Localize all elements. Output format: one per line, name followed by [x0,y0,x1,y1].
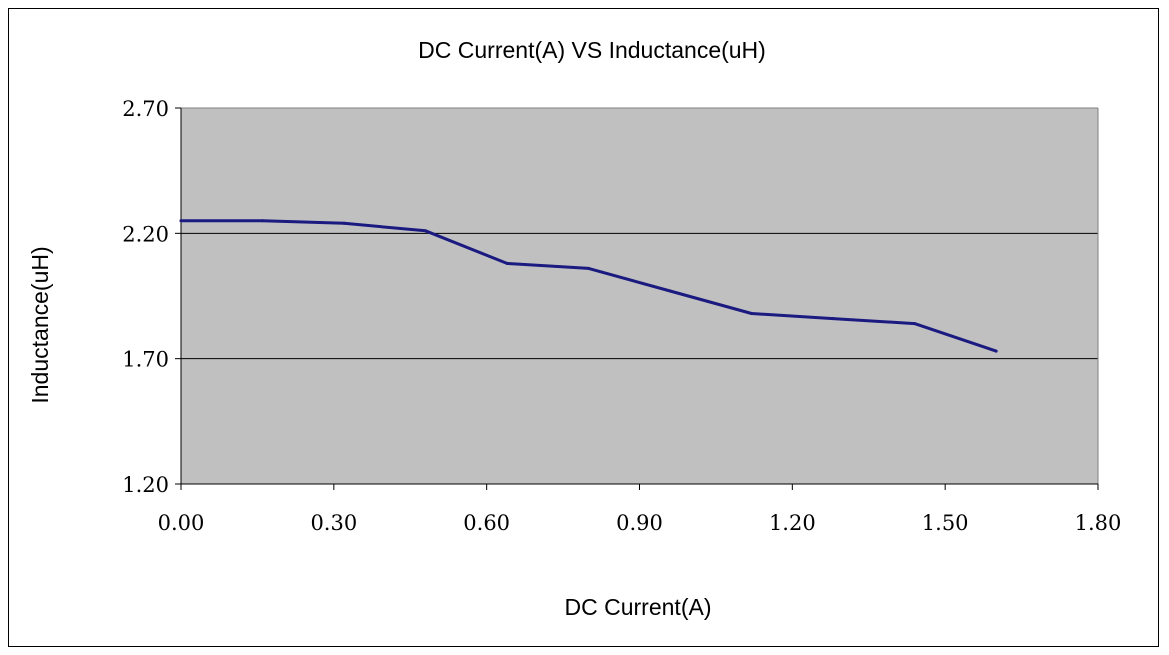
data-point [668,289,672,293]
data-point [505,261,509,265]
plot-background [181,108,1098,484]
data-point [261,219,265,223]
data-point [831,317,835,321]
x-tick-label: 1.50 [922,511,969,535]
x-tick-label: 1.80 [1075,511,1122,535]
y-tick-label: 1.70 [122,348,169,372]
y-tick-label: 2.70 [122,97,169,121]
x-axis-title: DC Current(A) [565,594,712,620]
data-point [424,229,428,233]
data-point [587,266,591,270]
y-tick-label: 2.20 [122,222,169,246]
data-point [913,322,917,326]
data-point [179,219,183,223]
chart-title: DC Current(A) VS Inductance(uH) [418,37,766,63]
y-axis-title: Inductance(uH) [27,246,53,403]
x-tick-label: 0.60 [463,511,510,535]
x-tick-label: 0.00 [158,511,205,535]
x-tick-label: 0.30 [310,511,357,535]
x-tick-label: 0.90 [616,511,663,535]
data-point [342,221,346,225]
data-point [750,312,754,316]
x-tick-label: 1.20 [769,511,816,535]
y-tick-label: 1.20 [122,473,169,497]
data-point [994,349,998,353]
plot-area: 2.70 2.20 1.70 1.20 0.00 0.30 0.60 0.90 1.20 1.50… [122,97,1121,535]
